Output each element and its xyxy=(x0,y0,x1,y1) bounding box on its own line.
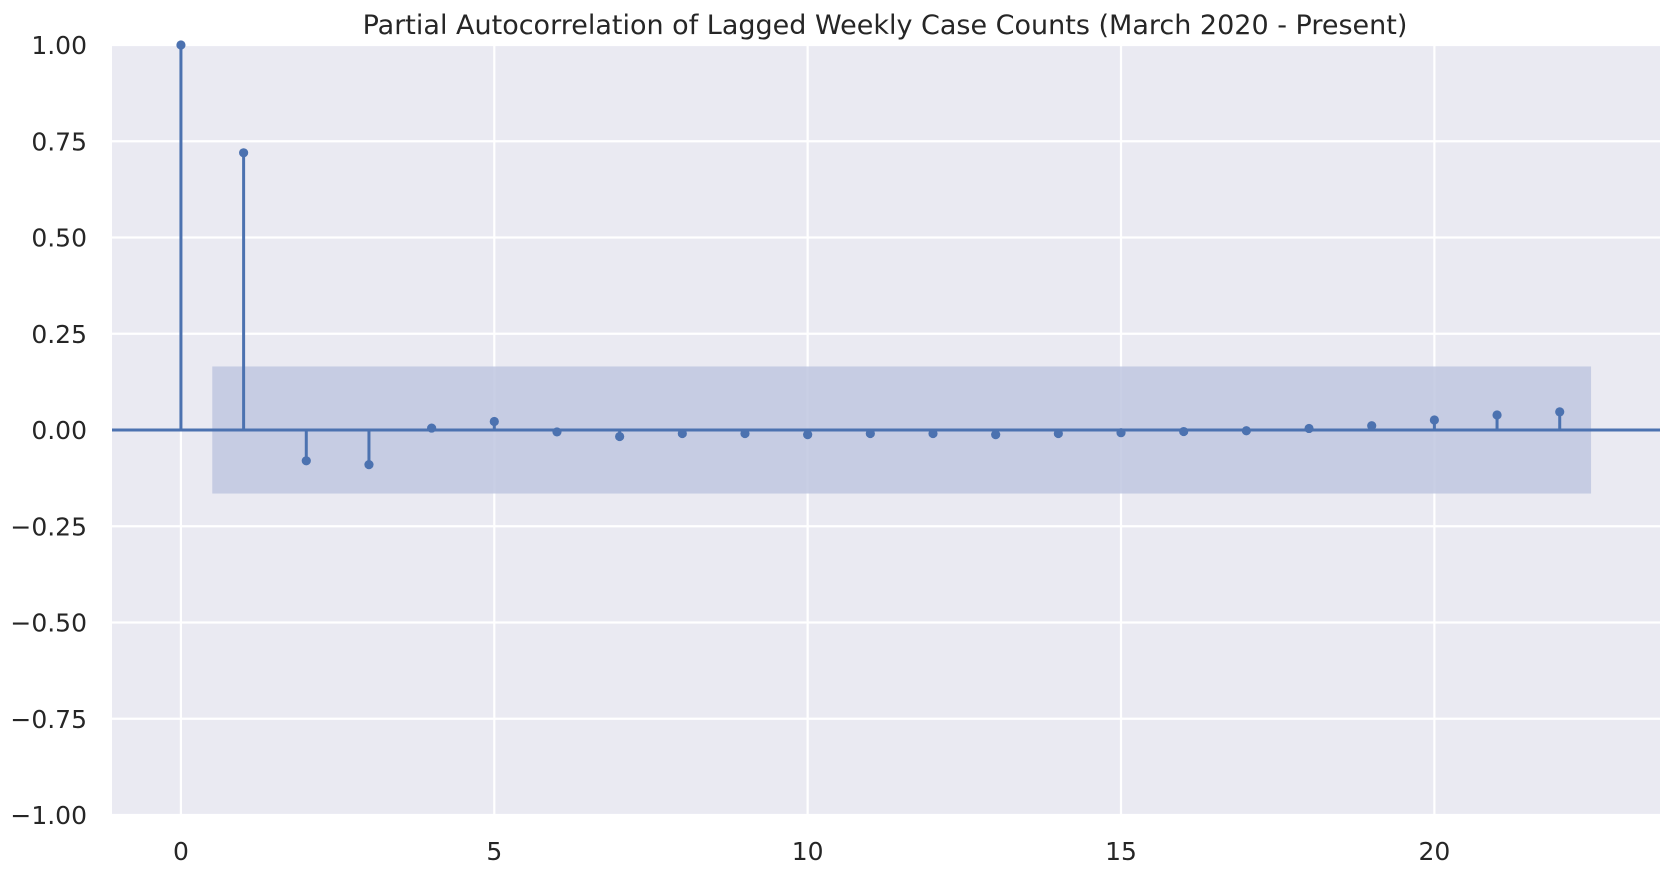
marker-lag-16 xyxy=(1179,426,1189,437)
marker-lag-9 xyxy=(740,428,750,439)
marker-lag-18 xyxy=(1304,423,1314,434)
y-tick-label-5: −0.25 xyxy=(10,512,87,541)
y-tick-label-7: −0.75 xyxy=(10,705,87,734)
marker-lag-13 xyxy=(991,430,1001,440)
y-tick-label-6: −0.50 xyxy=(10,609,87,638)
marker-lag-5 xyxy=(489,416,499,427)
plot-area: 1.00 0.75 0.50 0.25 0.00 −0.25 −0.50 −0.75 −1.00… xyxy=(10,31,1660,866)
marker-lag-4 xyxy=(427,423,437,433)
marker-lag-14 xyxy=(1053,428,1063,439)
marker-lag-22 xyxy=(1555,407,1565,417)
marker-lag-7 xyxy=(615,431,625,442)
marker-lag-15 xyxy=(1116,428,1126,438)
y-tick-label-0: 1.00 xyxy=(31,31,87,60)
marker-lag-6 xyxy=(552,427,562,437)
y-tick-label-3: 0.25 xyxy=(31,320,87,349)
x-tick-label-0: 0 xyxy=(173,837,189,866)
y-tick-label-1: 0.75 xyxy=(31,127,87,156)
y-tick-label-2: 0.50 xyxy=(31,224,87,253)
marker-lag-2 xyxy=(301,456,311,466)
x-tick-label-3: 15 xyxy=(1105,837,1137,866)
x-tick-label-2: 10 xyxy=(792,837,824,866)
marker-lag-11 xyxy=(865,428,875,439)
marker-lag-17 xyxy=(1241,426,1251,436)
marker-lag-20 xyxy=(1429,415,1439,425)
chart-title: Partial Autocorrelation of Lagged Weekly… xyxy=(363,10,1408,41)
marker-lag-10 xyxy=(803,430,813,440)
y-tick-label-4: 0.00 xyxy=(31,416,87,445)
x-tick-label-4: 20 xyxy=(1418,837,1450,866)
marker-lag-3 xyxy=(364,460,374,470)
marker-lag-1 xyxy=(239,148,249,158)
x-tick-label-1: 5 xyxy=(486,837,502,866)
marker-lag-19 xyxy=(1367,421,1377,431)
marker-lag-12 xyxy=(928,428,938,439)
marker-lag-21 xyxy=(1492,410,1502,420)
y-tick-label-8: −1.00 xyxy=(10,801,87,830)
marker-lag-0 xyxy=(176,40,186,50)
marker-lag-8 xyxy=(677,428,687,439)
